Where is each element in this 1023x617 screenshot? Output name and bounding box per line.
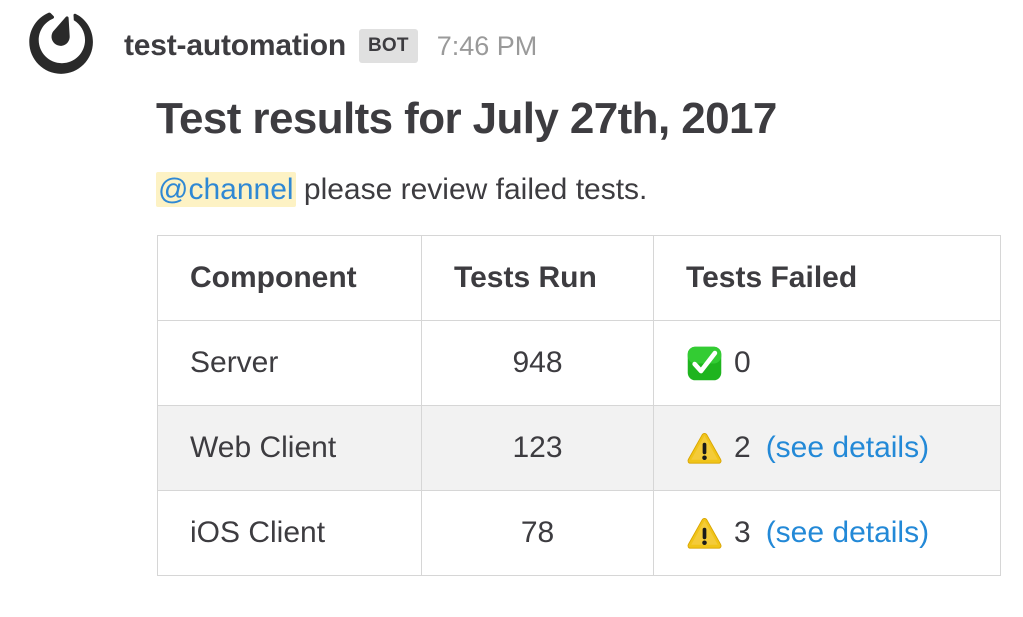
column-header-tests-run[interactable]: Tests Run [421, 235, 654, 322]
table-head: Component Tests Run Tests Failed [157, 235, 1001, 322]
post-message-text: please review failed tests. [295, 173, 648, 207]
cell-tests-failed: 2 (see details) [653, 405, 1001, 492]
mattermost-logo-icon[interactable] [26, 8, 104, 86]
fail-count: 0 [734, 346, 751, 380]
cell-tests-run: 78 [421, 490, 654, 577]
cell-component: Web Client [157, 405, 422, 492]
warning-icon [686, 430, 723, 467]
post-message: @channel please review failed tests. [156, 172, 1013, 208]
cell-component: iOS Client [157, 490, 422, 577]
post-body: Test results for July 27th, 2017 @channe… [0, 94, 1023, 577]
page-title: Test results for July 27th, 2017 [156, 94, 777, 143]
white-check-mark-icon [686, 345, 723, 382]
bot-badge: BOT [359, 29, 418, 63]
see-details-link[interactable]: (see details) [765, 516, 930, 550]
post-header: test-automation BOT 7:46 PM [0, 0, 1023, 74]
see-details-link[interactable]: (see details) [765, 431, 930, 465]
author-block: test-automation BOT 7:46 PM [124, 29, 537, 63]
test-results-table: Component Tests Run Tests Failed Server … [157, 235, 1001, 577]
table-header-row: Component Tests Run Tests Failed [157, 235, 1001, 322]
column-header-tests-failed[interactable]: Tests Failed [653, 235, 1001, 322]
cell-tests-run: 123 [421, 405, 654, 492]
fail-count: 2 [734, 431, 751, 465]
channel-mention-link[interactable]: @channel [156, 172, 296, 208]
cell-tests-run: 948 [421, 320, 654, 407]
column-header-component[interactable]: Component [157, 235, 422, 322]
warning-icon [686, 515, 723, 552]
table-row: Web Client 123 [157, 405, 1001, 492]
cell-tests-failed: 3 (see details) [653, 490, 1001, 577]
cell-component: Server [157, 320, 422, 407]
table-row: Server 948 0 [157, 320, 1001, 407]
post-timestamp[interactable]: 7:46 PM [436, 30, 538, 61]
table-row: iOS Client 78 [157, 490, 1001, 577]
cell-tests-failed: 0 [653, 320, 1001, 407]
fail-count: 3 [734, 516, 751, 550]
author-name[interactable]: test-automation [124, 29, 347, 62]
table-body: Server 948 0 [157, 320, 1001, 577]
